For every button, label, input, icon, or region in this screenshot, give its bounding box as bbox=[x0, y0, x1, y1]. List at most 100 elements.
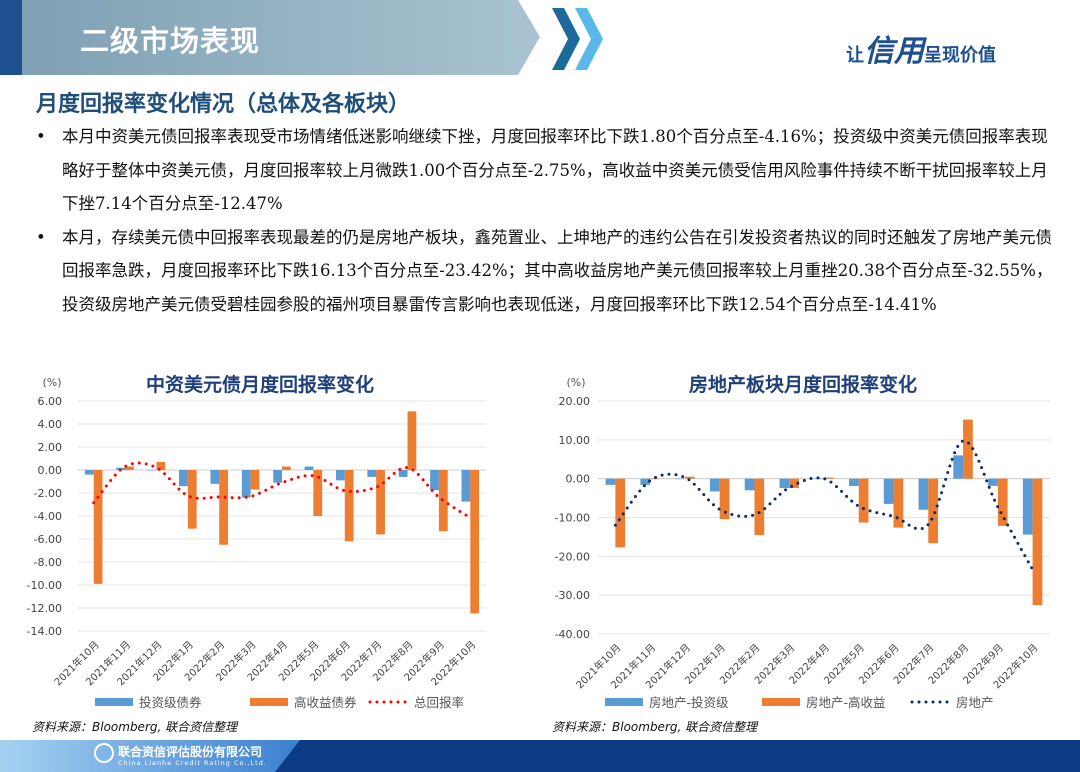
bar-房地产-高收益 bbox=[1032, 478, 1043, 606]
y-tick-label: -4.00 bbox=[34, 510, 62, 523]
y-tick-label: -8.00 bbox=[34, 556, 62, 569]
bar-投资级债券 bbox=[147, 470, 157, 471]
y-tick-label: 10.00 bbox=[559, 434, 591, 447]
y-tick-label: 0.00 bbox=[38, 464, 63, 477]
y-tick-label: 0.00 bbox=[566, 473, 591, 486]
bar-房地产-投资级 bbox=[953, 455, 964, 479]
bullet-list: 本月中资美元债回报率表现受市场情绪低迷影响继续下挫，月度回报率环比下跌1.80个… bbox=[34, 120, 1054, 321]
bar-房地产-投资级 bbox=[849, 478, 859, 487]
y-tick-label: -2.00 bbox=[34, 487, 62, 500]
bar-高收益债券 bbox=[250, 470, 260, 490]
bar-投资级债券 bbox=[84, 470, 94, 475]
y-axis-unit: (%) bbox=[42, 376, 61, 389]
legend-swatch bbox=[95, 698, 133, 706]
bar-房地产-高收益 bbox=[615, 478, 626, 548]
y-tick-label: -14.00 bbox=[27, 625, 62, 638]
bar-房地产-高收益 bbox=[963, 419, 973, 479]
slogan-post: 呈现价值 bbox=[924, 45, 996, 66]
bar-高收益债券 bbox=[156, 461, 166, 470]
legend-label: 房地产-投资级 bbox=[649, 695, 729, 710]
legend-label: 投资级债券 bbox=[139, 695, 202, 710]
slogan-logo: 让信用呈现价值 bbox=[846, 26, 996, 70]
bar-投资级债券 bbox=[367, 470, 377, 477]
bar-房地产-高收益 bbox=[928, 478, 939, 544]
bar-房地产-高收益 bbox=[719, 478, 730, 520]
bar-房地产-高收益 bbox=[789, 478, 799, 488]
footer-company: 联合资信评估股份有限公司 bbox=[118, 745, 263, 759]
bar-高收益债券 bbox=[282, 466, 291, 470]
company-logo-icon bbox=[94, 743, 114, 763]
bar-房地产-高收益 bbox=[824, 477, 834, 479]
y-tick-label: 6.00 bbox=[38, 395, 63, 408]
bar-房地产-投资级 bbox=[918, 478, 929, 510]
y-tick-label: -40.00 bbox=[555, 628, 590, 641]
slogan-pre: 让 bbox=[846, 45, 864, 66]
bar-高收益债券 bbox=[376, 470, 385, 535]
y-tick-label: -20.00 bbox=[555, 550, 590, 563]
bar-房地产-投资级 bbox=[779, 478, 790, 488]
bar-房地产-高收益 bbox=[997, 478, 1008, 526]
bar-高收益债券 bbox=[93, 470, 103, 584]
bar-投资级债券 bbox=[241, 470, 251, 498]
bar-房地产-高收益 bbox=[893, 478, 904, 528]
section-title: 月度回报率变化情况（总体及各板块） bbox=[36, 92, 411, 117]
bar-房地产-投资级 bbox=[988, 478, 998, 486]
legend-swatch bbox=[762, 698, 800, 706]
legend-label: 房地产-高收益 bbox=[806, 695, 886, 710]
chevron-icon bbox=[575, 8, 603, 70]
bar-房地产-投资级 bbox=[1022, 478, 1033, 535]
bar-高收益债券 bbox=[125, 466, 134, 470]
bar-高收益债券 bbox=[187, 470, 197, 529]
legend-swatch bbox=[250, 698, 288, 706]
bar-房地产-投资级 bbox=[640, 478, 651, 485]
bar-房地产-投资级 bbox=[605, 478, 616, 485]
header-edge bbox=[0, 0, 22, 75]
bar-投资级债券 bbox=[461, 470, 471, 502]
y-axis-unit: (%) bbox=[566, 376, 585, 389]
source-note: 资料来源：Bloomberg, 联合资信整理 bbox=[32, 720, 238, 734]
bar-投资级债券 bbox=[273, 470, 282, 483]
y-tick-label: 20.00 bbox=[559, 395, 591, 408]
bar-房地产-高收益 bbox=[650, 478, 660, 480]
bar-房地产-投资级 bbox=[744, 478, 755, 491]
bar-高收益债券 bbox=[219, 470, 229, 545]
bar-投资级债券 bbox=[335, 470, 345, 481]
y-tick-label: -6.00 bbox=[34, 533, 62, 546]
source-note: 资料来源：Bloomberg, 联合资信整理 bbox=[552, 720, 758, 734]
bar-投资级债券 bbox=[210, 470, 220, 484]
y-tick-label: -10.00 bbox=[27, 579, 62, 592]
header-band bbox=[0, 0, 540, 75]
footer-company-en: China Lianhe Credit Rating Co.,Ltd. bbox=[118, 759, 267, 767]
bar-房地产-高收益 bbox=[858, 478, 869, 523]
y-tick-label: 2.00 bbox=[38, 441, 63, 454]
legend-label: 总回报率 bbox=[414, 695, 464, 710]
chart-title: 中资美元债月度回报率变化 bbox=[146, 373, 374, 396]
y-tick-label: -30.00 bbox=[555, 589, 590, 602]
bar-房地产-投资级 bbox=[675, 478, 685, 480]
bar-高收益债券 bbox=[344, 470, 354, 542]
slogan-big: 信用 bbox=[864, 34, 924, 69]
bar-投资级债券 bbox=[398, 470, 408, 477]
y-tick-label: -10.00 bbox=[555, 512, 590, 525]
bar-房地产-高收益 bbox=[754, 478, 765, 535]
bullet-item: 本月中资美元债回报率表现受市场情绪低迷影响继续下挫，月度回报率环比下跌1.80个… bbox=[34, 120, 1054, 221]
bar-房地产-投资级 bbox=[883, 478, 894, 504]
bar-高收益债券 bbox=[470, 470, 480, 614]
bar-高收益债券 bbox=[407, 411, 417, 470]
legend-label: 房地产 bbox=[956, 695, 994, 710]
bar-高收益债券 bbox=[313, 470, 323, 516]
chevron-icon bbox=[552, 8, 580, 70]
bar-房地产-投资级 bbox=[709, 478, 720, 492]
y-tick-label: 4.00 bbox=[38, 418, 63, 431]
header-title: 二级市场表现 bbox=[80, 24, 261, 58]
chart-china-usd-bond-returns: 中资美元债月度回报率变化 (%) 6.00 4.00 2.00 0.00 -2.00 -4.0… bbox=[27, 373, 486, 710]
bar-投资级债券 bbox=[430, 470, 439, 491]
bar-投资级债券 bbox=[304, 466, 314, 470]
legend-swatch bbox=[605, 698, 643, 706]
footer-graphic bbox=[0, 740, 300, 772]
bullet-item: 本月，存续美元债中回报率表现最差的仍是房地产板块，鑫苑置业、上坤地产的违约公告在… bbox=[34, 221, 1054, 322]
y-tick-label: -12.00 bbox=[27, 602, 62, 615]
chart-title: 房地产板块月度回报率变化 bbox=[689, 373, 917, 396]
legend-label: 高收益债券 bbox=[294, 695, 357, 710]
chart-real-estate-returns: 房地产板块月度回报率变化 (%) 20.00 10.00 0.00 -10.00 -20.0… bbox=[555, 373, 1050, 710]
